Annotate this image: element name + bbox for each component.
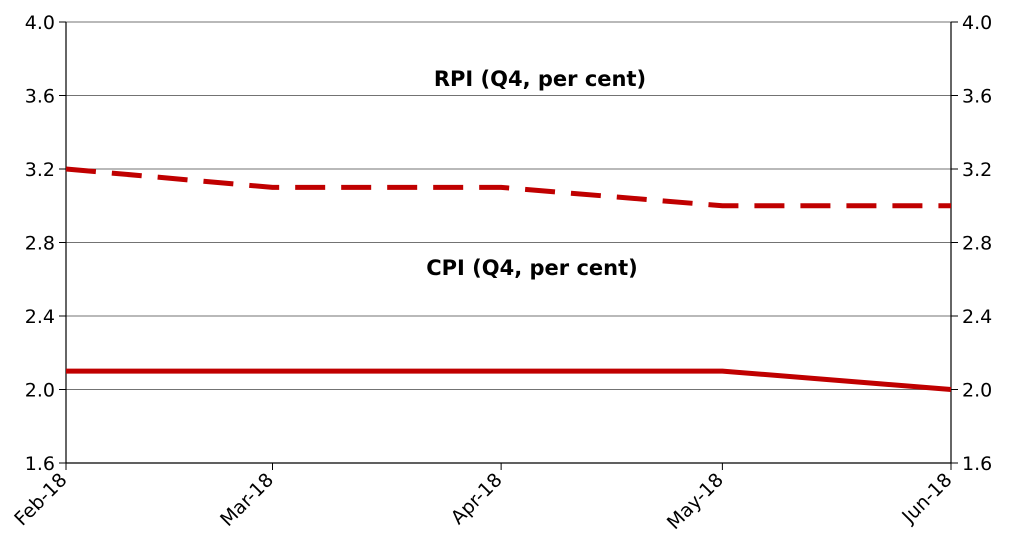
y-tick-label-left: 3.6 (25, 86, 55, 108)
y-tick-label-right: 2.4 (962, 306, 992, 328)
y-axis-left-ticks: 1.6 2.0 2.4 2.8 3.2 3.6 4.0 (25, 12, 66, 475)
x-axis-ticks: Feb-18 Mar-18 Apr-18 May-18 Jun-18 (10, 463, 957, 534)
y-tick-label-left: 2.0 (25, 380, 55, 402)
x-tick-label: Apr-18 (447, 469, 507, 529)
rpi-series-line (65, 166, 951, 209)
cpi-series-label: CPI (Q4, per cent) (426, 256, 638, 280)
series-lines (65, 166, 952, 392)
cpi-series-line (66, 368, 952, 392)
y-tick-label-right: 2.0 (962, 380, 992, 402)
x-tick-label: Mar-18 (216, 469, 278, 531)
y-tick-label-left: 4.0 (25, 12, 55, 34)
x-tick-label: Jun-18 (897, 469, 956, 528)
rpi-series-label: RPI (Q4, per cent) (434, 67, 646, 91)
y-tick-label-left: 2.8 (25, 233, 55, 255)
y-tick-label-left: 1.6 (25, 453, 55, 475)
y-axis-right-ticks: 1.6 2.0 2.4 2.8 3.2 3.6 4.0 (951, 12, 992, 475)
y-tick-label-right: 4.0 (962, 12, 992, 34)
y-tick-label-right: 1.6 (962, 453, 992, 475)
y-tick-label-right: 3.2 (962, 159, 992, 181)
y-tick-label-right: 2.8 (962, 233, 992, 255)
y-tick-label-left: 2.4 (25, 306, 55, 328)
x-tick-label: May-18 (663, 469, 728, 534)
x-tick-label: Feb-18 (10, 469, 71, 530)
y-tick-label-left: 3.2 (25, 159, 55, 181)
y-tick-label-right: 3.6 (962, 86, 992, 108)
gridlines (66, 21, 951, 390)
